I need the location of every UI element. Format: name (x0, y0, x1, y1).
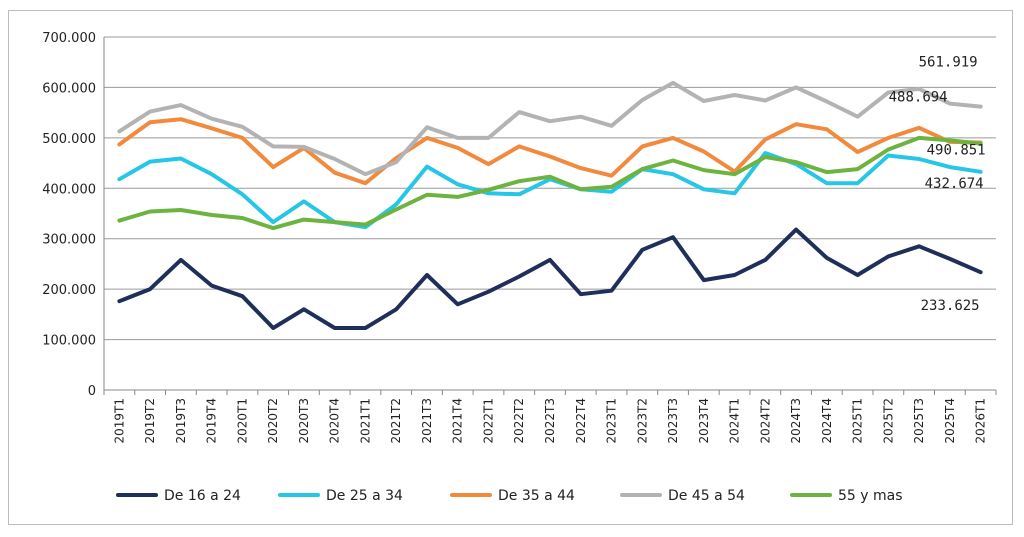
x-tick-label: 2019T4 (205, 398, 219, 444)
x-tick-label: 2025T3 (912, 398, 926, 444)
legend-label: 55 y mas (838, 488, 903, 504)
series-line (117, 227, 983, 330)
x-tick-label: 2021T1 (358, 398, 372, 444)
legend-label: De 25 a 34 (326, 488, 403, 504)
series-line (117, 151, 983, 230)
y-tick-label: 200.000 (42, 283, 96, 298)
data-label: 561.919 (919, 55, 978, 71)
x-tick-label: 2021T3 (420, 398, 434, 444)
data-label: 432.674 (925, 176, 984, 192)
x-tick-label: 2025T2 (881, 398, 895, 444)
chart-frame (8, 10, 1013, 525)
x-tick-label: 2019T1 (112, 398, 126, 444)
x-tick-label: 2019T3 (174, 398, 188, 444)
x-tick-label: 2023T1 (605, 398, 619, 444)
x-tick-label: 2022T3 (543, 398, 557, 444)
legend-label: De 35 a 44 (498, 488, 575, 504)
x-tick-label: 2020T4 (328, 398, 342, 444)
x-tick-label: 2023T2 (635, 398, 649, 444)
x-tick-label: 2025T1 (851, 398, 865, 444)
x-tick-label: 2026T1 (974, 398, 988, 444)
x-tick-label: 2020T1 (235, 398, 249, 444)
x-tick-label: 2025T4 (943, 398, 957, 444)
y-tick-label: 300.000 (42, 233, 96, 248)
x-tick-label: 2020T3 (297, 398, 311, 444)
x-tick-label: 2024T4 (820, 398, 834, 444)
x-tick-label: 2021T2 (389, 398, 403, 444)
data-label: 233.625 (921, 298, 980, 314)
legend-label: De 45 a 54 (668, 488, 745, 504)
x-tick-label: 2024T3 (789, 398, 803, 444)
x-tick-label: 2022T2 (512, 398, 526, 444)
x-tick-label: 2023T4 (697, 398, 711, 444)
legend-label: De 16 a 24 (164, 488, 241, 504)
series-line (117, 80, 983, 177)
y-tick-label: 100.000 (42, 334, 96, 349)
y-tick-label: 400.000 (42, 182, 96, 197)
series-line (117, 135, 983, 231)
y-tick-label: 600.000 (42, 81, 96, 96)
y-tick-label: 700.000 (42, 31, 96, 46)
x-tick-label: 2024T2 (758, 398, 772, 444)
data-label: 490.851 (927, 142, 986, 158)
x-tick-label: 2023T3 (666, 398, 680, 444)
y-tick-label: 0 (88, 384, 96, 399)
x-tick-label: 2022T1 (481, 398, 495, 444)
x-tick-label: 2020T2 (266, 398, 280, 444)
y-tick-label: 500.000 (42, 132, 96, 147)
x-tick-label: 2024T1 (728, 398, 742, 444)
x-tick-label: 2019T2 (143, 398, 157, 444)
data-label: 488.694 (889, 90, 948, 106)
series-line (117, 117, 983, 186)
x-tick-label: 2021T4 (451, 398, 465, 444)
x-tick-label: 2022T4 (574, 398, 588, 444)
